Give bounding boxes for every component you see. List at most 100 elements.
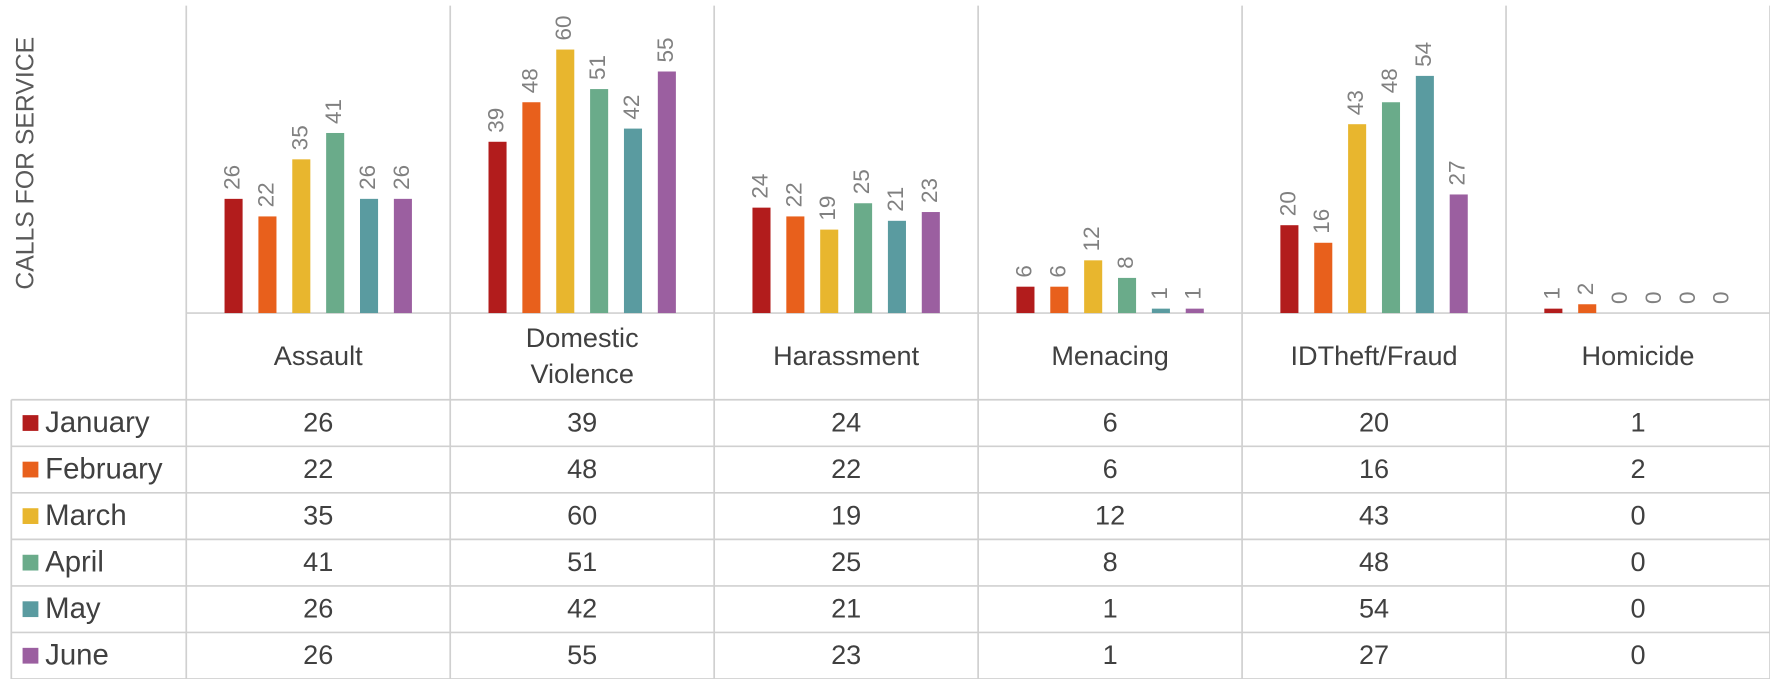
data-label: 19 [815, 196, 840, 221]
table-cell: 1 [1630, 407, 1645, 437]
data-label: 21 [883, 187, 908, 212]
table-cell: 2 [1630, 454, 1645, 484]
bar [1544, 308, 1563, 314]
data-label: 22 [253, 182, 278, 207]
bar [1151, 308, 1170, 314]
table-cell: 26 [303, 640, 333, 670]
x-tick-label-box: Menacing [1051, 341, 1169, 372]
x-tick-label-box: IDTheft/Fraud [1290, 341, 1458, 372]
bar [1084, 260, 1103, 314]
data-label: 0 [1709, 292, 1734, 305]
data-label: 48 [1377, 68, 1402, 93]
data-label: 0 [1607, 292, 1632, 305]
legend-swatch [22, 601, 39, 618]
table-cell: 41 [303, 547, 333, 577]
x-tick-label: Menacing [1051, 341, 1169, 372]
table-cell: 16 [1359, 454, 1389, 484]
x-tick-label: Assault [273, 341, 363, 372]
data-label: 26 [389, 165, 414, 190]
table-cell: 39 [567, 407, 597, 437]
table-cell: 24 [831, 407, 861, 437]
data-label: 1 [1539, 287, 1564, 300]
data-label: 48 [517, 68, 542, 93]
table-cell: 48 [567, 454, 597, 484]
bar [820, 229, 839, 314]
data-label: 23 [917, 178, 942, 203]
bar [360, 198, 379, 314]
data-label: 51 [585, 55, 610, 80]
bar [1348, 124, 1367, 314]
data-label: 6 [1045, 265, 1070, 278]
data-label: 54 [1411, 42, 1436, 67]
legend-swatch [22, 554, 39, 571]
table-cell: 8 [1103, 547, 1118, 577]
bar [1449, 194, 1468, 314]
table-cell: 22 [831, 454, 861, 484]
table-cell: 1 [1103, 640, 1118, 670]
data-label: 0 [1641, 292, 1666, 305]
bar [1016, 286, 1035, 314]
legend-swatch [22, 647, 39, 664]
bar [921, 212, 940, 314]
data-label: 39 [483, 108, 508, 133]
data-label: 26 [355, 165, 380, 190]
table-cell: 26 [303, 593, 333, 623]
bar [657, 71, 676, 314]
data-label: 24 [747, 174, 772, 199]
bar [590, 89, 609, 314]
legend-label: June [45, 639, 109, 672]
data-label: 43 [1343, 90, 1368, 115]
data-label: 55 [653, 37, 678, 62]
table-cell: 0 [1630, 640, 1645, 670]
table-cell: 42 [567, 593, 597, 623]
bar [224, 198, 243, 314]
table-cell: 6 [1103, 454, 1118, 484]
table-cell: 43 [1359, 500, 1389, 530]
bar [854, 203, 873, 314]
data-label: 42 [619, 95, 644, 120]
data-label: 35 [287, 125, 312, 150]
legend-swatch [22, 461, 39, 478]
legend-label: April [45, 546, 104, 579]
data-label: 0 [1675, 292, 1700, 305]
table-cell: 20 [1359, 407, 1389, 437]
legend-swatch [22, 508, 39, 524]
x-tick-label-box: Harassment [773, 341, 919, 371]
table-cell: 55 [567, 640, 597, 670]
data-label: 2 [1573, 283, 1598, 296]
legend-label: May [45, 592, 101, 625]
table-cell: 35 [303, 500, 333, 530]
bar [292, 159, 311, 314]
x-tick-label-box: Domestic Violence [526, 324, 639, 390]
bar [786, 216, 805, 314]
bar [258, 216, 277, 314]
table-cell: 0 [1630, 593, 1645, 623]
table-cell: 54 [1359, 593, 1389, 623]
data-label: 12 [1079, 226, 1104, 251]
table-cell: 1 [1103, 593, 1118, 623]
table-cell: 48 [1359, 547, 1389, 577]
bar [1118, 277, 1137, 314]
data-label: 41 [321, 99, 346, 124]
table-cell: 21 [831, 593, 861, 623]
table-cell: 6 [1103, 407, 1118, 437]
data-label: 1 [1147, 287, 1172, 300]
x-tick-label: IDTheft/Fraud [1290, 341, 1458, 372]
table-cell: 22 [303, 454, 333, 484]
bar [488, 141, 507, 314]
table-cell: 51 [567, 547, 597, 577]
bar [556, 49, 575, 314]
bar [326, 132, 345, 314]
data-label: 1 [1181, 287, 1206, 300]
table-cell: 12 [1095, 500, 1125, 530]
bar [1415, 75, 1434, 314]
bar [1314, 242, 1333, 314]
bar [623, 128, 643, 314]
y-axis-title: CALLS FOR SERVICE [13, 37, 40, 290]
data-label: 22 [781, 182, 806, 207]
legend-swatch [22, 415, 39, 431]
legend-label: March [45, 499, 127, 532]
bar [887, 220, 906, 314]
